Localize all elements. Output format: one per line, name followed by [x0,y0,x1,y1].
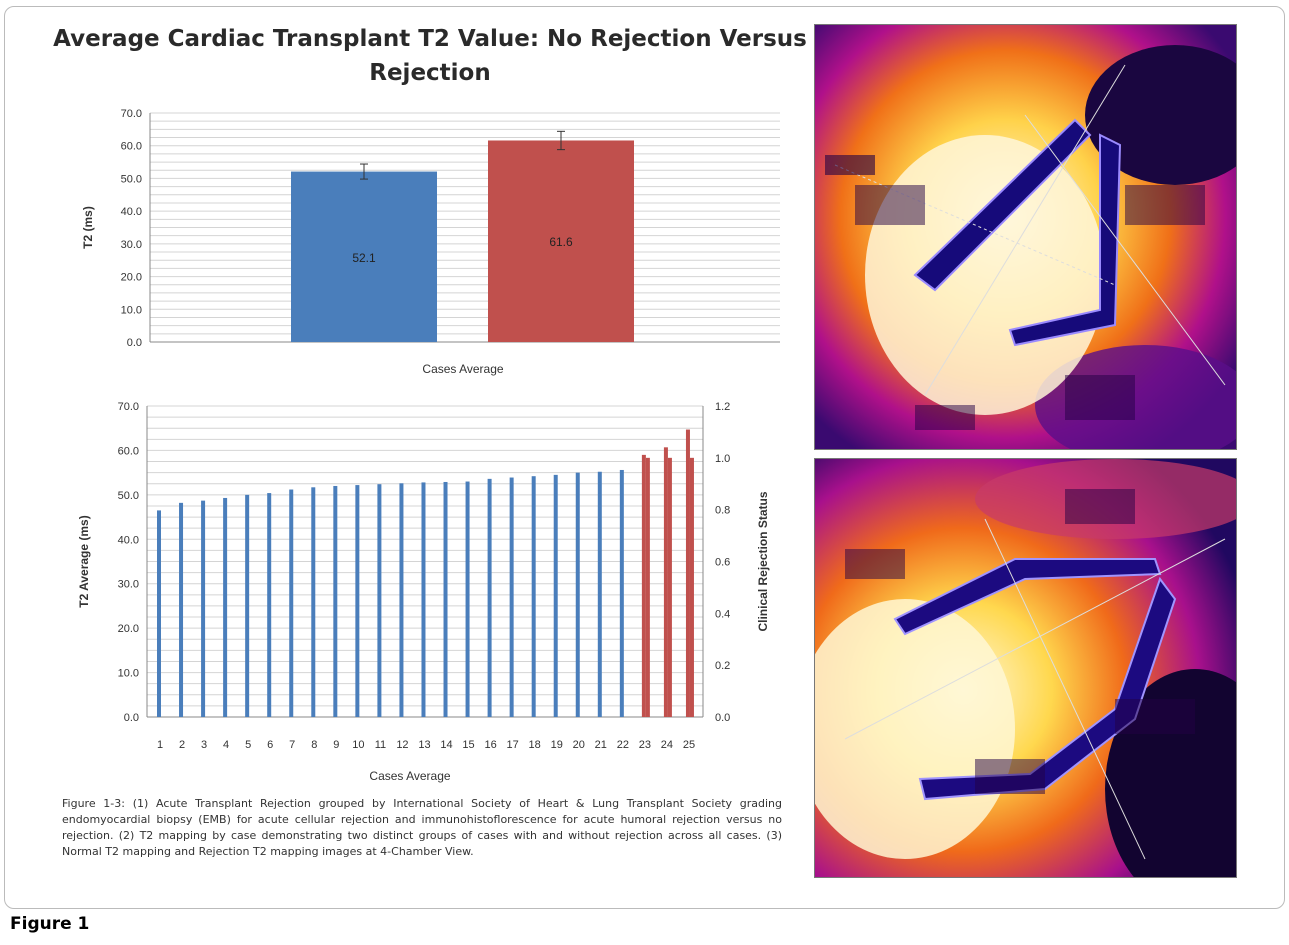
mri-image-rejection [814,458,1237,878]
x-tick-label: 1 [157,739,163,751]
x-tick-label: 4 [223,739,229,751]
x-tick-label: 15 [462,739,474,751]
x-tick-label: 10 [352,739,364,751]
bar-case [355,485,360,717]
y-right-tick-label: 1.0 [715,453,730,465]
y-tick-label: 70.0 [118,401,139,413]
y-axis-label: T2 Average (ms) [77,515,91,607]
status-bar [689,457,694,717]
x-axis-label: Cases Average [369,769,450,783]
y-tick-label: 60.0 [121,141,142,153]
figure-caption: Figure 1-3: (1) Acute Transplant Rejecti… [62,797,782,858]
bar-case [531,476,536,717]
bar-case [267,493,272,717]
bar-no-rejection [291,171,437,342]
figure-label: Figure 1 [10,914,90,934]
bar-case [509,477,514,717]
status-bar [645,457,650,717]
y-tick-label: 60.0 [118,445,139,457]
y-tick-label: 30.0 [121,239,142,251]
bar-case [157,510,161,717]
x-tick-label: 2 [179,739,185,751]
y-axis-label: T2 (ms) [81,206,95,249]
y-right-tick-label: 0.0 [715,712,730,724]
x-tick-label: 19 [551,739,563,751]
y-tick-label: 40.0 [118,534,139,546]
y-right-tick-label: 0.8 [715,505,730,517]
y-tick-label: 50.0 [118,490,139,502]
bar-case [619,469,624,717]
y-right-tick-label: 0.6 [715,557,730,569]
y-axis-right-label: Clinical Rejection Status [756,491,770,631]
bar-case [685,429,690,717]
x-tick-label: 6 [267,739,273,751]
x-tick-label: 23 [639,739,651,751]
x-tick-label: 7 [289,739,295,751]
charts-canvas: 0.010.020.030.040.050.060.070.052.161.6C… [77,108,780,783]
bar-case [465,481,470,717]
x-tick-label: 14 [440,739,452,751]
y-tick-label: 10.0 [121,304,142,316]
x-tick-label: 17 [507,739,519,751]
x-tick-label: 13 [418,739,430,751]
bar-case [421,482,426,717]
case-t2-bar-chart: 0.0 10.0 20.0 30.0 40.0 50.0 60.0 70.0 0.0 0.2 0.4… [77,401,770,783]
y-right-tick-label: 0.4 [715,608,730,620]
y-tick-label: 20.0 [118,623,139,635]
x-tick-label: 25 [683,739,695,751]
bar-case [597,471,602,717]
average-t2-bar-chart: 0.0 10.0 20.0 30.0 40.0 50.0 60.0 70.0 52.1 61.6 C… [81,108,780,376]
bar-case [311,487,316,717]
bar-case [553,474,558,717]
y-tick-label: 10.0 [118,668,139,680]
data-label: 52.1 [352,251,376,265]
bar-case [377,484,382,717]
y-tick-label: 0.0 [124,712,139,724]
y-tick-label: 70.0 [121,108,142,120]
chart-title: Average Cardiac Transplant T2 Value: No … [53,26,807,86]
x-tick-label: 8 [311,739,317,751]
x-tick-label: 12 [396,739,408,751]
y-tick-label: 50.0 [121,173,142,185]
bar-case [333,485,338,717]
x-tick-label: 16 [484,739,496,751]
figure-frame [4,6,1285,909]
bar-case [641,454,646,717]
status-bar [667,457,672,717]
y-tick-label: 0.0 [127,337,142,349]
x-tick-label: 5 [245,739,251,751]
y-right-tick-label: 1.2 [715,401,730,413]
bar-case [223,497,228,717]
bar-case [179,502,184,717]
y-tick-label: 30.0 [118,579,139,591]
x-tick-label: 9 [333,739,339,751]
x-tick-label: 18 [529,739,541,751]
bar-case [487,478,492,717]
y-right-tick-label: 0.2 [715,660,730,672]
mri-image-normal [814,24,1237,450]
bar-case [201,500,206,717]
bar-case [575,472,580,717]
x-tick-label: 20 [573,739,585,751]
x-tick-label: 21 [595,739,607,751]
x-tick-label: 11 [375,739,386,751]
bar-case [663,447,668,717]
x-tick-label: 3 [201,739,207,751]
bar-case [289,489,294,717]
bar-rejection [488,140,634,342]
bar-case [245,494,250,717]
y-tick-label: 20.0 [121,272,142,284]
y-tick-label: 40.0 [121,206,142,218]
data-label: 61.6 [549,235,573,249]
bar-case [399,483,404,717]
x-axis-label: Cases Average [422,362,503,376]
bar-case [443,481,448,717]
x-tick-label: 24 [661,739,673,751]
x-tick-label: 22 [617,739,629,751]
